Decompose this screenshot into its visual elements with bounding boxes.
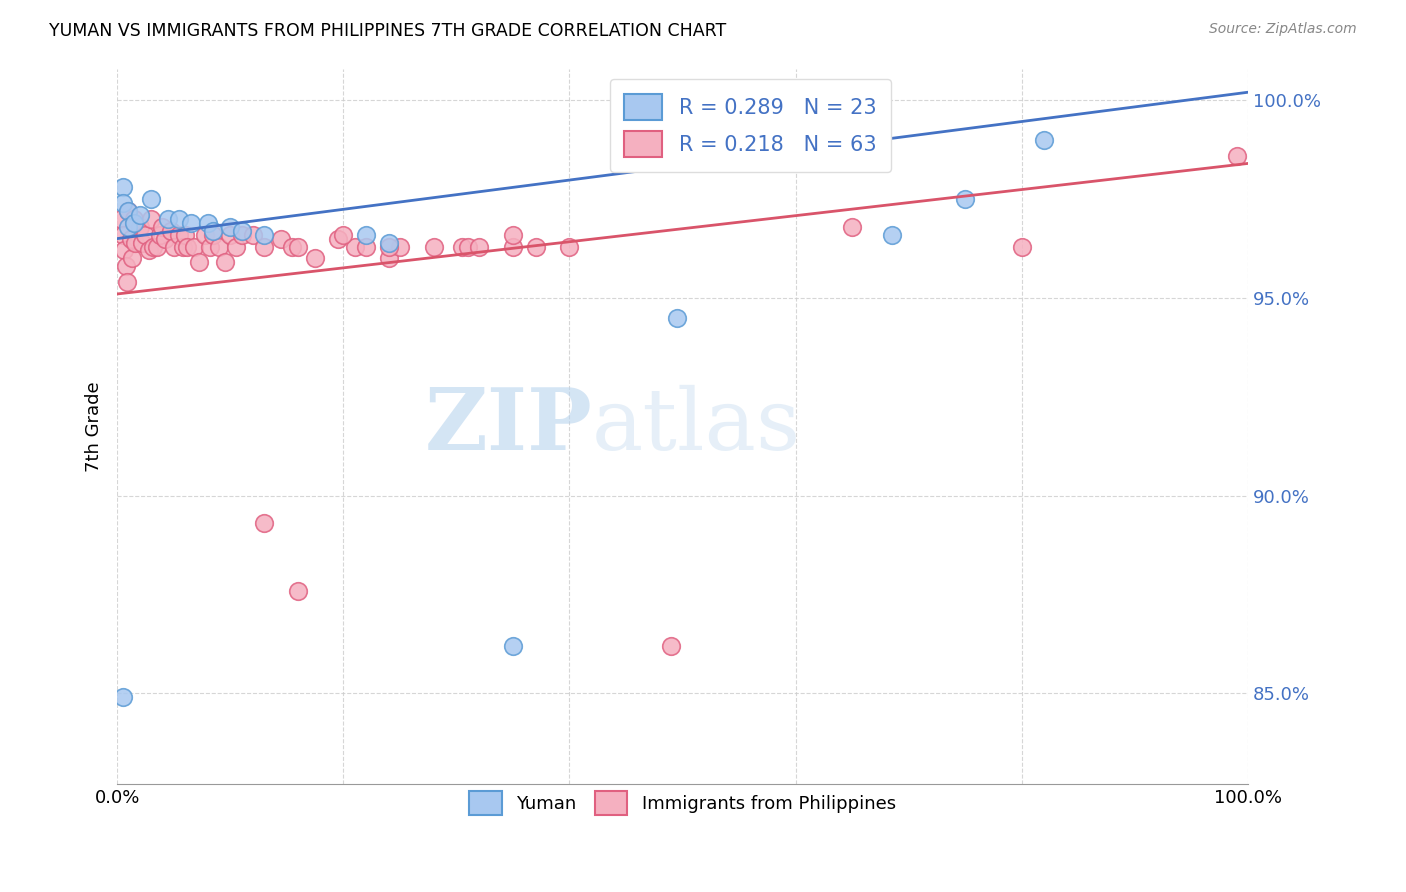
Point	[142, 239, 165, 253]
Point	[502, 227, 524, 242]
Point	[202, 224, 225, 238]
Text: atlas: atlas	[592, 384, 801, 468]
Point	[153, 231, 176, 245]
Point	[841, 219, 863, 234]
Point	[1225, 148, 1247, 162]
Point	[281, 239, 304, 253]
Point	[157, 211, 180, 226]
Point	[139, 192, 162, 206]
Point	[457, 239, 479, 253]
Text: Source: ZipAtlas.com: Source: ZipAtlas.com	[1209, 22, 1357, 37]
Point	[124, 235, 146, 250]
Point	[183, 239, 205, 253]
Point	[354, 227, 377, 242]
Point	[111, 690, 134, 705]
Point	[558, 239, 581, 253]
Legend: Yuman, Immigrants from Philippines: Yuman, Immigrants from Philippines	[458, 780, 907, 825]
Point	[343, 239, 366, 253]
Point	[287, 583, 309, 598]
Point	[110, 211, 132, 226]
Point	[524, 239, 547, 253]
Point	[117, 275, 139, 289]
Point	[128, 208, 150, 222]
Point	[468, 239, 491, 253]
Point	[208, 239, 231, 253]
Point	[354, 239, 377, 253]
Point	[122, 211, 145, 226]
Point	[117, 203, 139, 218]
Point	[253, 239, 276, 253]
Point	[149, 227, 172, 242]
Point	[122, 216, 145, 230]
Point	[152, 219, 174, 234]
Point	[176, 239, 198, 253]
Point	[112, 244, 135, 258]
Point	[180, 216, 202, 230]
Point	[111, 196, 134, 211]
Point	[131, 235, 153, 250]
Point	[377, 239, 399, 253]
Point	[332, 227, 354, 242]
Point	[194, 227, 217, 242]
Point	[253, 516, 276, 531]
Point	[117, 219, 139, 234]
Point	[115, 260, 138, 274]
Point	[880, 227, 903, 242]
Point	[138, 244, 160, 258]
Point	[253, 227, 276, 242]
Point	[242, 227, 264, 242]
Point	[270, 231, 292, 245]
Point	[665, 310, 688, 325]
Point	[198, 239, 221, 253]
Text: YUMAN VS IMMIGRANTS FROM PHILIPPINES 7TH GRADE CORRELATION CHART: YUMAN VS IMMIGRANTS FROM PHILIPPINES 7TH…	[49, 22, 727, 40]
Point	[139, 211, 162, 226]
Point	[134, 227, 156, 242]
Point	[120, 231, 142, 245]
Point	[145, 239, 167, 253]
Point	[172, 239, 194, 253]
Point	[197, 216, 219, 230]
Point	[388, 239, 411, 253]
Point	[169, 227, 191, 242]
Y-axis label: 7th Grade: 7th Grade	[86, 381, 103, 472]
Point	[326, 231, 349, 245]
Point	[214, 255, 236, 269]
Point	[451, 239, 474, 253]
Point	[1033, 133, 1056, 147]
Point	[174, 227, 197, 242]
Point	[231, 224, 253, 238]
Point	[128, 219, 150, 234]
Point	[169, 211, 191, 226]
Point	[953, 192, 976, 206]
Point	[231, 227, 253, 242]
Point	[502, 239, 524, 253]
Point	[304, 252, 326, 266]
Point	[111, 180, 134, 194]
Point	[187, 255, 209, 269]
Point	[423, 239, 446, 253]
Point	[111, 227, 134, 242]
Text: ZIP: ZIP	[425, 384, 592, 468]
Point	[377, 252, 399, 266]
Point	[160, 224, 183, 238]
Point	[117, 203, 139, 218]
Point	[225, 239, 247, 253]
Point	[659, 639, 682, 653]
Point	[219, 219, 242, 234]
Point	[287, 239, 309, 253]
Point	[163, 239, 186, 253]
Point	[121, 252, 143, 266]
Point	[1011, 239, 1033, 253]
Point	[502, 639, 524, 653]
Point	[202, 227, 225, 242]
Point	[219, 227, 242, 242]
Point	[377, 235, 399, 250]
